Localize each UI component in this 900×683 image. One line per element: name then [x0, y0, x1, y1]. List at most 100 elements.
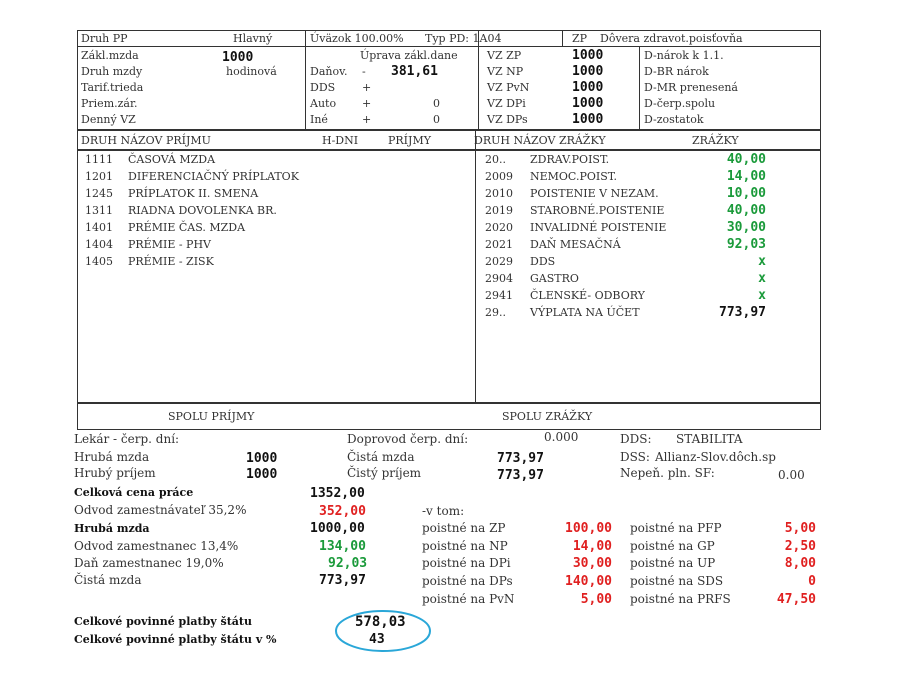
prijem-code: 1201 [85, 170, 113, 183]
zrazka-code: 20.. [485, 153, 506, 166]
zrazka-name: DAŇ MESAČNÁ [530, 238, 621, 251]
prijem-code: 1401 [85, 221, 113, 234]
cisty-prijem-value: 773,97 [497, 468, 544, 483]
prijem-name: PRÍPLATOK II. SMENA [128, 187, 259, 200]
hruby-prijem-label: Hrubý príjem [74, 466, 156, 480]
vz-pvn-label: VZ PvN [487, 81, 530, 94]
info-divider-1 [305, 30, 306, 130]
zrazka-code: 2019 [485, 204, 513, 217]
dan-zamestnanec-value: 92,03 [328, 556, 368, 571]
uprava-ine-value: 0 [433, 113, 440, 126]
zrazka-value: 92,03 [726, 237, 766, 252]
zrazka-code: 2941 [485, 289, 513, 302]
druh-mzdy-label: Druh mzdy [81, 65, 143, 78]
priem-zar-label: Priem.zár. [81, 97, 138, 110]
zrazka-value: x [758, 288, 766, 303]
druh-pp-value: Hlavný [233, 32, 273, 45]
uprava-dds-sign: + [362, 81, 372, 94]
platby-pct-value: 43 [369, 632, 385, 647]
zrazka-value: x [758, 254, 766, 269]
cista-mzda-cost-label: Čistá mzda [74, 573, 142, 587]
zrazka-name: ZDRAV.POIST. [530, 153, 610, 166]
zrazka-code: 2029 [485, 255, 513, 268]
cista-mzda-value: 773,97 [497, 451, 544, 466]
hruby-prijem-value: 1000 [246, 467, 278, 482]
zrazka-code: 29.. [485, 306, 506, 319]
uprava-danov-sign: - [362, 65, 366, 78]
info-divider-4 [639, 46, 640, 130]
zrazka-name: INVALIDNÉ POISTENIE [530, 221, 667, 234]
typ-pd: Typ PD: 1A04 [425, 32, 502, 45]
prijem-code: 1405 [85, 255, 113, 268]
poistne-dps-label: poistné na DPs [422, 574, 513, 588]
zrazka-name: NEMOC.POIST. [530, 170, 617, 183]
doprovod-value: 0.000 [544, 430, 579, 444]
cista-mzda-cost-value: 773,97 [319, 573, 366, 588]
druh-pp-label: Druh PP [81, 32, 128, 45]
platby-value: 578,03 [355, 614, 406, 630]
poistne-sds-label: poistné na SDS [630, 574, 724, 588]
info-box [77, 30, 821, 130]
zp-value: Dôvera zdravot.poisťovňa [600, 32, 743, 45]
celkova-cena-label: Celková cena práce [74, 486, 194, 499]
poistne-pfp-value: 5,00 [784, 521, 816, 536]
hruba-mzda-value: 1000 [246, 451, 278, 466]
uprava-auto-label: Auto [310, 97, 337, 110]
header-zrazky: ZRÁŽKY [692, 134, 739, 147]
table-header-row [77, 130, 821, 150]
odvod-zamestnanec-label: Odvod zamestnanec 13,4% [74, 539, 239, 553]
zrazka-code: 2020 [485, 221, 513, 234]
d-cerp-spolu: D-čerp.spolu [644, 97, 716, 110]
zrazka-value: 40,00 [726, 203, 766, 218]
zrazka-value: 10,00 [726, 186, 766, 201]
zrazka-code: 2021 [485, 238, 513, 251]
poistne-gp-label: poistné na GP [630, 539, 715, 553]
spolu-prijmy: SPOLU PRÍJMY [168, 410, 255, 423]
prijem-name: PRÉMIE - ZISK [128, 255, 214, 268]
zakl-mzda-label: Zákl.mzda [81, 49, 139, 62]
info-header-divider [77, 46, 821, 47]
poistne-dpi-label: poistné na DPi [422, 556, 511, 570]
spolu-zrazky: SPOLU ZRÁŽKY [502, 410, 593, 423]
header-hdni: H-DNI [322, 134, 359, 147]
zrazka-name: ČLENSKÉ- ODBORY [530, 289, 645, 302]
prijem-code: 1245 [85, 187, 113, 200]
odvod-zamestnanec-value: 134,00 [319, 539, 366, 554]
poistne-np-label: poistné na NP [422, 539, 508, 553]
dss-label: DSS: [620, 450, 650, 464]
zrazka-value: 773,97 [719, 305, 766, 320]
poistne-pvn-value: 5,00 [580, 592, 612, 607]
druh-mzdy-value: hodinová [226, 65, 277, 78]
poistne-np-value: 14,00 [572, 539, 612, 554]
prijem-code: 1111 [85, 153, 113, 166]
header-druh-nazov-zrazky: DRUH NÁZOV ZRÁŽKY [474, 134, 606, 147]
poistne-up-value: 8,00 [784, 556, 816, 571]
zrazka-value: x [758, 271, 766, 286]
odvod-zamestnavatel-value: 352,00 [319, 504, 366, 519]
zrazka-name: POISTENIE V NEZAM. [530, 187, 659, 200]
poistne-prfs-value: 47,50 [776, 592, 816, 607]
prijem-name: DIFERENCIAČNÝ PRÍPLATOK [128, 170, 299, 183]
table-body [77, 150, 821, 403]
uprava-danov-value: 381,61 [391, 64, 438, 79]
poistne-zp-label: poistné na ZP [422, 521, 506, 535]
dss-value: Allianz-Slov.dôch.sp [655, 450, 776, 464]
uprava-ine-label: Iné [310, 113, 328, 126]
tarif-trieda-label: Tarif.trieda [81, 81, 144, 94]
table-header-divider [475, 130, 476, 150]
doprovod-label: Doprovod čerp. dní: [347, 432, 469, 446]
nepen-value: 0.00 [778, 468, 805, 482]
uprava-auto-sign: + [362, 97, 372, 110]
poistne-prfs-label: poistné na PRFS [630, 592, 731, 606]
poistne-zp-value: 100,00 [565, 521, 612, 536]
d-zostatok: D-zostatok [644, 113, 704, 126]
celkova-cena-value: 1352,00 [310, 486, 365, 501]
zrazka-code: 2010 [485, 187, 513, 200]
zrazka-value: 14,00 [726, 169, 766, 184]
vz-zp-value: 1000 [572, 48, 604, 63]
zakl-mzda-value: 1000 [222, 50, 254, 65]
prijem-name: PRÉMIE ČAS. MZDA [128, 221, 246, 234]
dan-zamestnanec-label: Daň zamestnanec 19,0% [74, 556, 224, 570]
denny-vz-label: Denný VZ [81, 113, 136, 126]
poistne-up-label: poistné na UP [630, 556, 716, 570]
